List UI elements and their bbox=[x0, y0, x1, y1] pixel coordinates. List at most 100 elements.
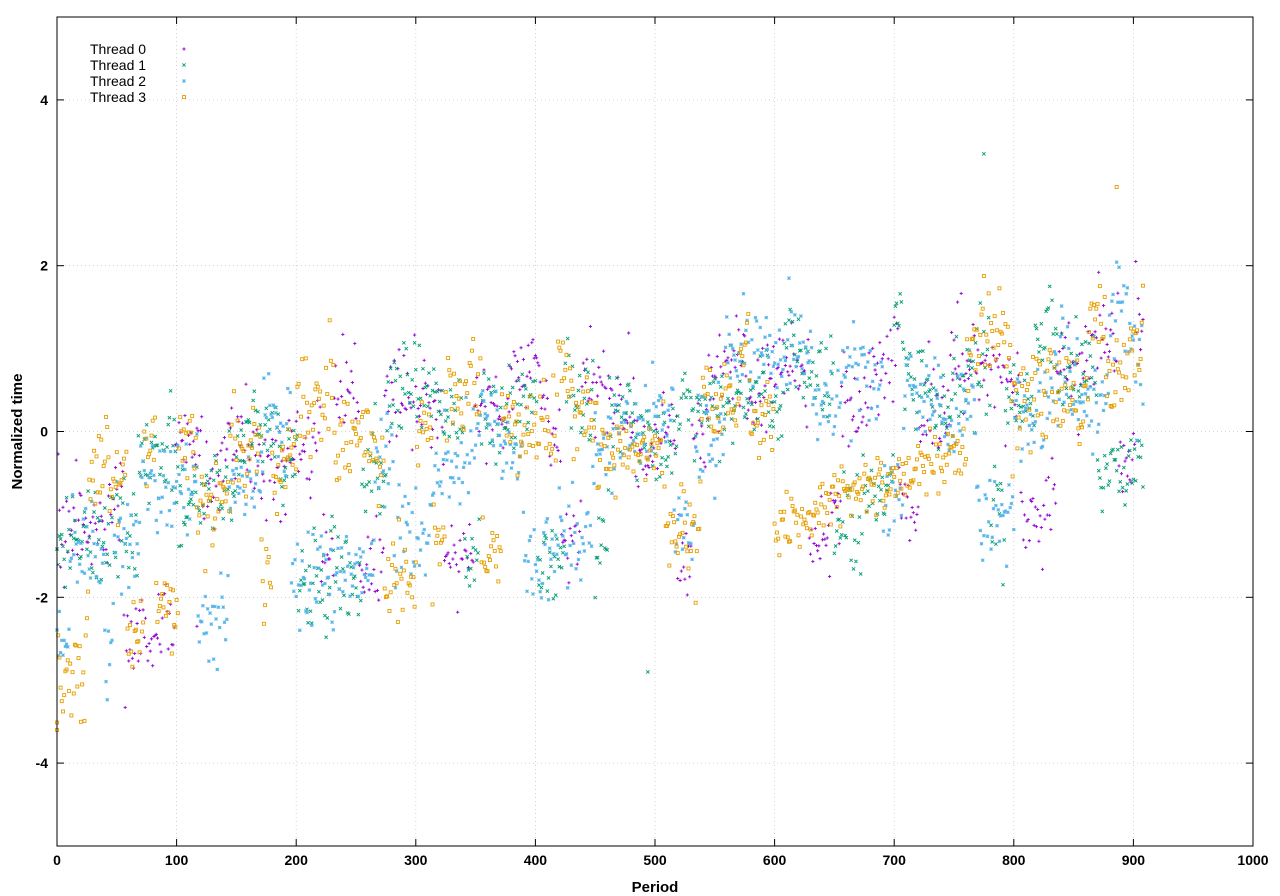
data-point bbox=[1115, 300, 1120, 305]
data-point bbox=[1026, 442, 1031, 447]
data-point bbox=[380, 470, 385, 475]
data-point bbox=[260, 579, 265, 584]
data-point bbox=[1069, 351, 1074, 356]
data-point bbox=[1062, 400, 1066, 405]
data-point bbox=[80, 682, 85, 687]
data-point bbox=[356, 594, 361, 599]
data-point bbox=[183, 522, 187, 527]
data-point bbox=[338, 422, 343, 427]
data-point bbox=[365, 563, 369, 567]
data-point bbox=[234, 455, 239, 459]
data-point bbox=[85, 524, 89, 529]
data-point bbox=[828, 522, 833, 527]
data-point bbox=[69, 556, 74, 561]
data-point bbox=[874, 416, 879, 421]
data-point bbox=[254, 469, 259, 474]
data-point bbox=[607, 461, 612, 465]
data-point bbox=[147, 641, 151, 646]
data-point bbox=[491, 384, 496, 389]
data-point bbox=[120, 501, 125, 505]
data-point bbox=[783, 321, 788, 326]
data-point bbox=[808, 527, 813, 532]
data-point bbox=[296, 381, 301, 386]
data-point bbox=[946, 431, 950, 436]
data-point bbox=[265, 448, 270, 453]
data-point bbox=[346, 551, 351, 556]
data-point bbox=[1113, 390, 1118, 395]
data-point bbox=[707, 353, 711, 357]
data-point bbox=[399, 576, 404, 581]
data-point bbox=[508, 442, 513, 447]
data-point bbox=[530, 341, 534, 345]
data-point bbox=[853, 376, 857, 381]
data-point bbox=[1017, 410, 1022, 415]
data-point bbox=[1039, 411, 1044, 416]
data-point bbox=[1076, 433, 1080, 437]
grid bbox=[57, 17, 1253, 846]
data-point bbox=[352, 574, 357, 579]
data-point bbox=[235, 484, 240, 489]
data-point bbox=[1102, 294, 1107, 299]
data-point bbox=[119, 478, 124, 483]
data-point bbox=[1107, 349, 1112, 354]
data-point bbox=[671, 406, 675, 411]
data-point bbox=[191, 464, 196, 469]
data-point bbox=[252, 389, 257, 394]
x-tick-label: 800 bbox=[1002, 852, 1026, 868]
data-point bbox=[571, 457, 576, 462]
data-point bbox=[272, 405, 277, 409]
data-point bbox=[116, 574, 120, 579]
data-point bbox=[915, 512, 919, 516]
data-point bbox=[669, 471, 674, 475]
data-point bbox=[1074, 408, 1078, 413]
data-point bbox=[318, 389, 323, 394]
data-point bbox=[920, 463, 925, 468]
data-point bbox=[200, 415, 204, 419]
data-point bbox=[984, 412, 989, 417]
data-point bbox=[597, 365, 601, 369]
data-point bbox=[1019, 371, 1023, 376]
data-point bbox=[752, 351, 757, 355]
data-point bbox=[336, 397, 340, 401]
data-point bbox=[1125, 474, 1130, 478]
data-point bbox=[691, 407, 696, 411]
data-point bbox=[1021, 366, 1026, 371]
data-point bbox=[767, 424, 772, 428]
data-point bbox=[802, 380, 807, 385]
data-point bbox=[105, 425, 110, 429]
data-point bbox=[1002, 340, 1007, 345]
data-point bbox=[300, 449, 304, 453]
data-point bbox=[855, 472, 860, 477]
data-point bbox=[1082, 379, 1087, 384]
data-point bbox=[57, 508, 61, 512]
data-point bbox=[314, 573, 319, 578]
data-point bbox=[949, 397, 954, 402]
data-point bbox=[972, 327, 977, 332]
data-point bbox=[630, 411, 635, 415]
data-point bbox=[714, 392, 718, 397]
data-point bbox=[845, 493, 850, 498]
data-point bbox=[1058, 334, 1063, 339]
data-point bbox=[389, 563, 394, 567]
data-point bbox=[208, 496, 213, 501]
data-point bbox=[569, 563, 574, 568]
data-point bbox=[1028, 450, 1033, 455]
data-point bbox=[577, 550, 582, 554]
data-point bbox=[875, 404, 880, 409]
data-point bbox=[141, 459, 145, 464]
data-point bbox=[1001, 582, 1005, 587]
data-point bbox=[943, 421, 948, 426]
data-point bbox=[553, 458, 558, 463]
data-point bbox=[948, 353, 953, 357]
data-point bbox=[421, 366, 425, 371]
data-point bbox=[960, 433, 965, 438]
data-point bbox=[810, 360, 815, 365]
data-point bbox=[1020, 419, 1025, 424]
data-point bbox=[899, 486, 904, 491]
data-point bbox=[1119, 309, 1124, 313]
data-point bbox=[549, 463, 553, 467]
data-point bbox=[684, 531, 688, 536]
data-point bbox=[62, 557, 67, 562]
data-point bbox=[873, 494, 877, 499]
data-point bbox=[320, 412, 325, 417]
